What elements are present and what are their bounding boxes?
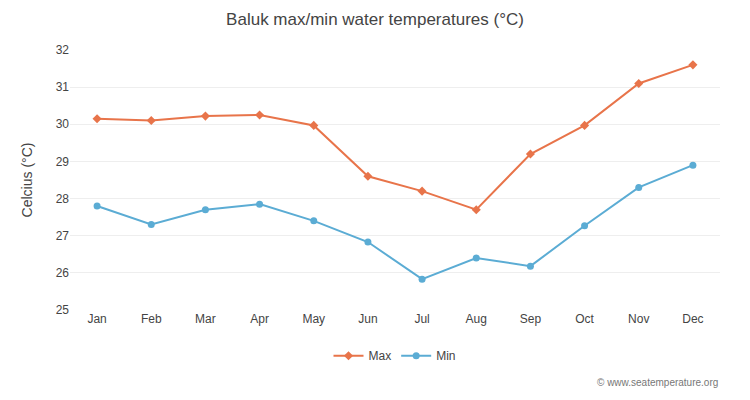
svg-text:Jul: Jul [414, 312, 429, 326]
svg-text:Celcius (°C): Celcius (°C) [19, 143, 35, 218]
svg-text:Nov: Nov [628, 312, 649, 326]
svg-text:© www.seatemperature.org: © www.seatemperature.org [597, 377, 718, 388]
svg-text:32: 32 [56, 43, 70, 57]
svg-text:26: 26 [56, 266, 70, 280]
svg-text:29: 29 [56, 155, 70, 169]
svg-text:Apr: Apr [250, 312, 269, 326]
svg-text:28: 28 [56, 192, 70, 206]
svg-text:Max: Max [369, 349, 392, 363]
svg-text:Jun: Jun [358, 312, 377, 326]
svg-text:Feb: Feb [141, 312, 162, 326]
svg-text:27: 27 [56, 229, 70, 243]
svg-text:Aug: Aug [466, 312, 487, 326]
svg-text:Jan: Jan [87, 312, 106, 326]
svg-text:30: 30 [56, 117, 70, 131]
svg-text:Mar: Mar [195, 312, 216, 326]
svg-text:Sep: Sep [520, 312, 542, 326]
svg-text:25: 25 [56, 303, 70, 317]
svg-text:May: May [302, 312, 325, 326]
svg-text:Min: Min [436, 349, 455, 363]
svg-text:Baluk max/min water temperatur: Baluk max/min water temperatures (°C) [226, 10, 524, 29]
svg-text:31: 31 [56, 80, 70, 94]
svg-text:Oct: Oct [575, 312, 594, 326]
svg-text:Dec: Dec [682, 312, 703, 326]
